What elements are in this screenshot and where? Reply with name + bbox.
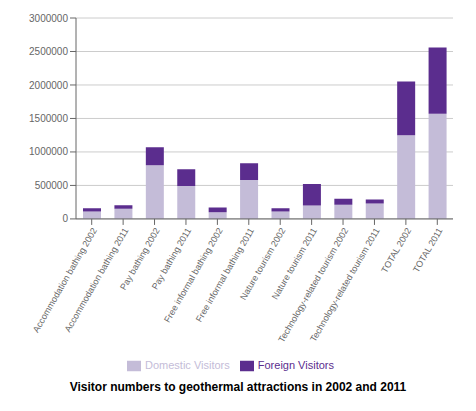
html-text:Visitor numbers to geothermal: Visitor numbers to geothermal attraction… [69,380,407,394]
svg-text:Nature tourism 2002: Nature tourism 2002 [238,226,288,302]
svg-text:Nature tourism 2011: Nature tourism 2011 [269,226,319,302]
svg-text:2000000: 2000000 [29,80,68,91]
svg-text:0: 0 [62,213,68,224]
svg-text:TOTAL 2002: TOTAL 2002 [379,226,413,275]
svg-text:1500000: 1500000 [29,113,68,124]
svg-text:Accommodation bathing 2002: Accommodation bathing 2002 [31,226,99,334]
html-text:Foreign Visitors: Foreign Visitors [257,358,334,371]
svg-text:Technology-related tourism 201: Technology-related tourism 2011 [308,226,382,344]
svg-text:Pay bathing 2011: Pay bathing 2011 [149,226,194,292]
svg-text:Free informal bathing 2011: Free informal bathing 2011 [194,226,256,324]
svg-text:1000000: 1000000 [29,146,68,157]
svg-text:Free informal bathing 2002: Free informal bathing 2002 [162,226,224,324]
svg-text:Pay bathing 2002: Pay bathing 2002 [118,226,162,292]
svg-text:TOTAL 2011: TOTAL 2011 [411,226,445,274]
svg-text:500000: 500000 [35,180,69,191]
svg-text:2500000: 2500000 [29,46,68,57]
svg-text:Accommodation bathing 2011: Accommodation bathing 2011 [63,226,131,334]
svg-text:Technology-related tourism 200: Technology-related tourism 2002 [276,226,351,345]
svg-text:3000000: 3000000 [29,13,68,24]
html-text:Domestic Visitors: Domestic Visitors [145,358,230,371]
